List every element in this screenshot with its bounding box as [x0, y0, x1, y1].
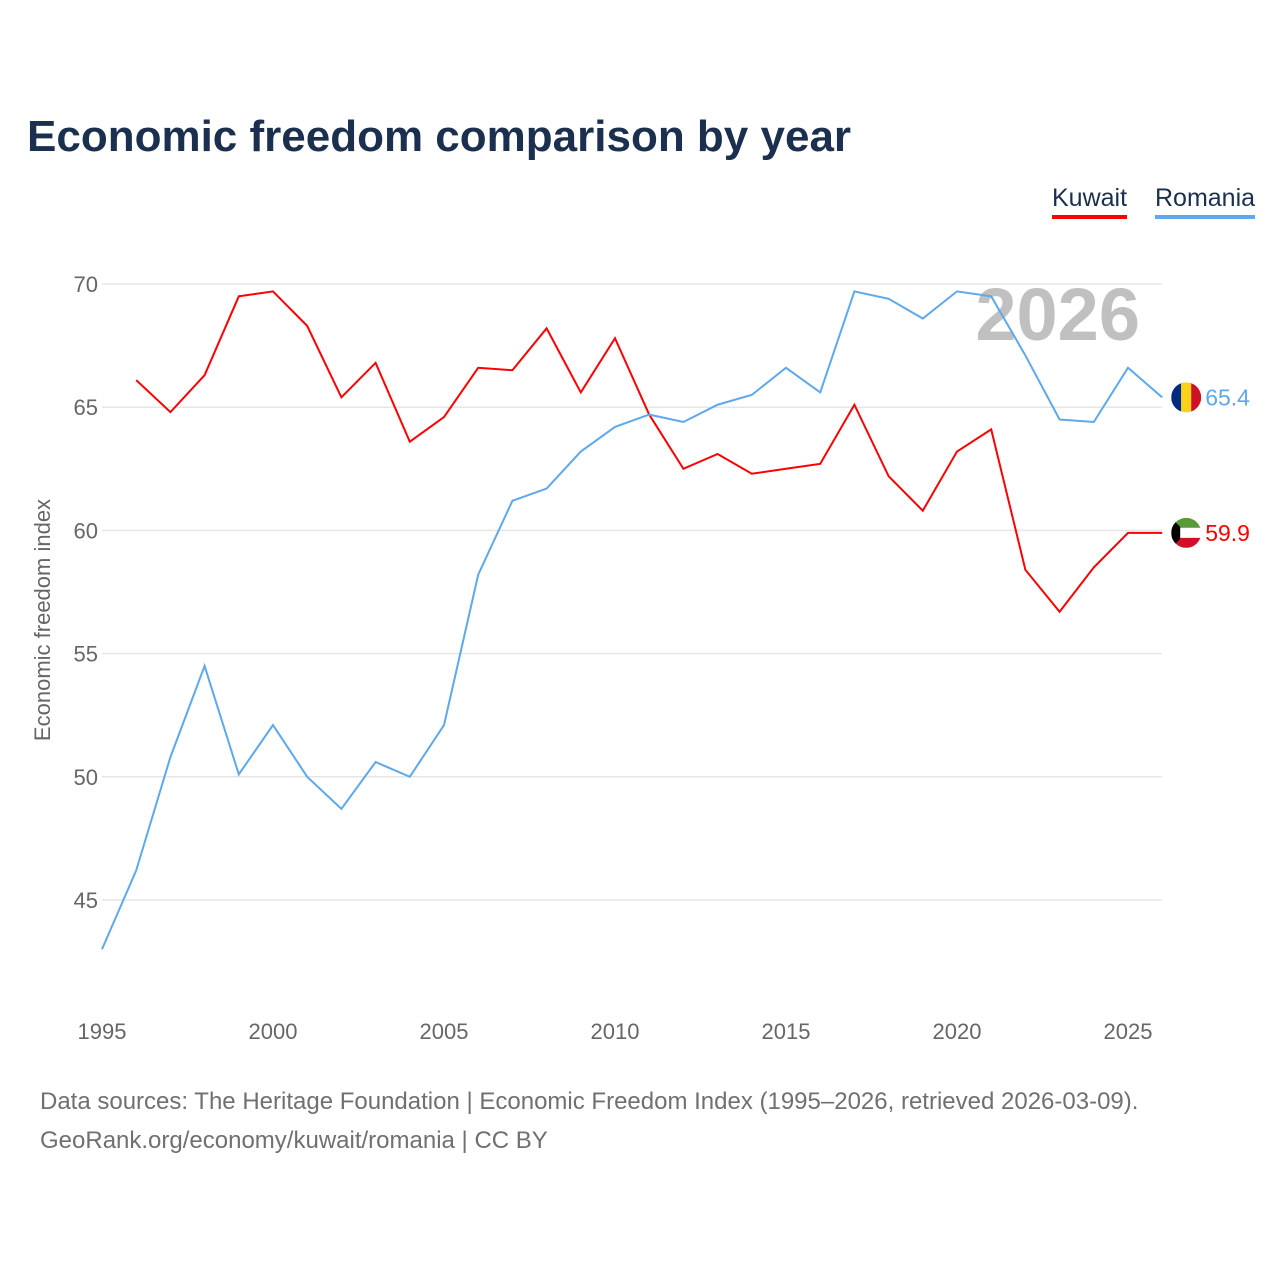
legend-romania[interactable]: Romania — [1155, 184, 1256, 219]
end-label-kuwait: 59.9 — [1205, 520, 1250, 546]
romania-flag-icon — [1171, 382, 1202, 413]
y-tick-label: 70 — [74, 272, 98, 297]
y-tick-label: 60 — [74, 518, 98, 543]
x-tick-label: 2015 — [762, 1019, 811, 1044]
x-tick-label: 2000 — [249, 1019, 298, 1044]
x-tick-label: 2025 — [1104, 1019, 1153, 1044]
y-axis-label: Economic freedom index — [30, 499, 55, 741]
source-line-2[interactable]: GeoRank.org/economy/kuwait/romania | CC … — [40, 1127, 548, 1154]
x-tick-label: 2020 — [933, 1019, 982, 1044]
source-line-1: Data sources: The Heritage Foundation | … — [40, 1088, 1139, 1115]
y-tick-label: 65 — [74, 395, 98, 420]
y-tick-label: 50 — [74, 765, 98, 790]
legend-kuwait[interactable]: Kuwait — [1052, 184, 1128, 219]
year-watermark: 2026 — [975, 273, 1140, 356]
y-tick-label: 55 — [74, 642, 98, 667]
end-label-romania: 65.4 — [1205, 384, 1250, 410]
y-tick-label: 45 — [74, 888, 98, 913]
x-tick-label: 2010 — [591, 1019, 640, 1044]
x-tick-label: 1995 — [78, 1019, 127, 1044]
kuwait-flag-icon — [1171, 517, 1202, 548]
chart-title: Economic freedom comparison by year — [27, 112, 852, 161]
series-line-romania[interactable] — [101, 290, 1163, 950]
x-tick-label: 2005 — [420, 1019, 469, 1044]
